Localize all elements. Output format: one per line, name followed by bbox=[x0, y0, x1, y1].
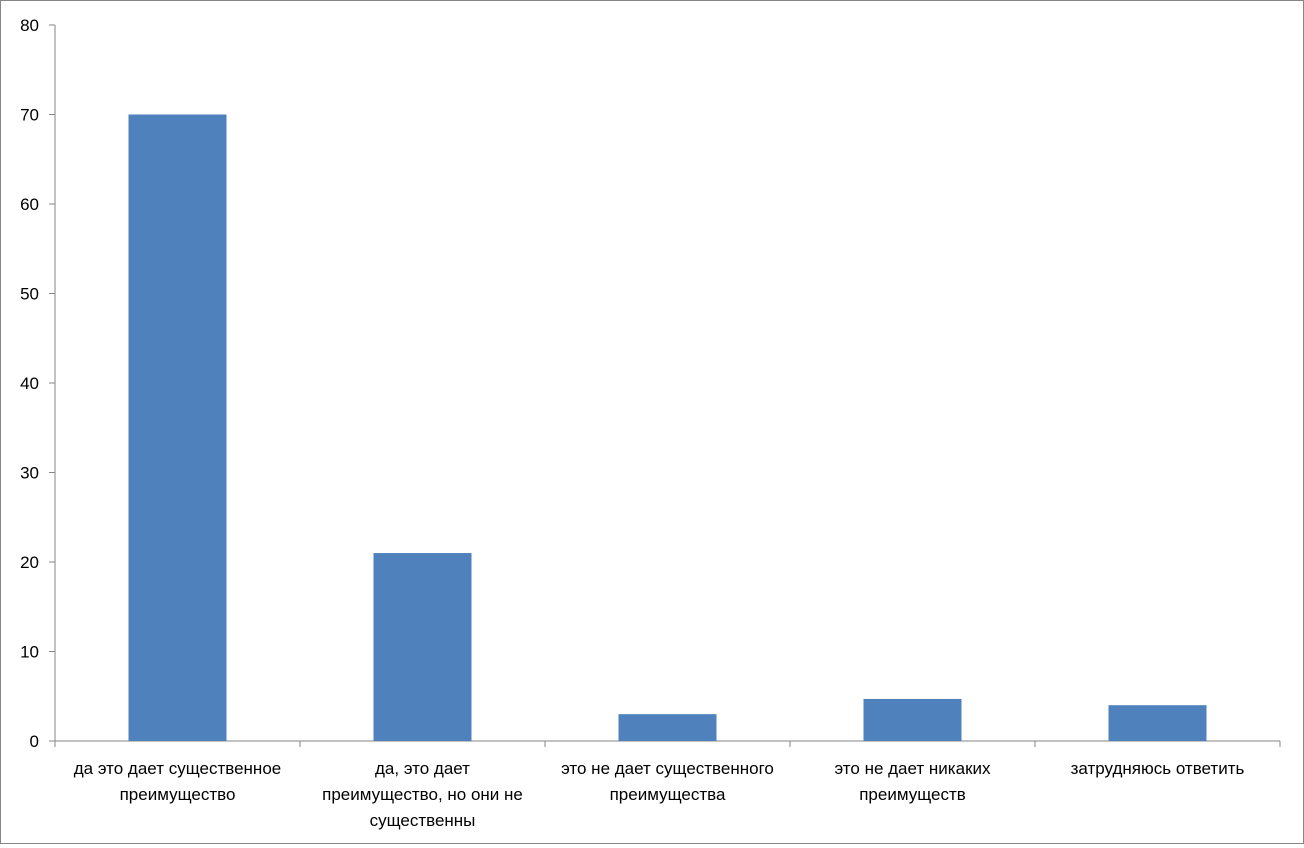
bar bbox=[618, 714, 717, 741]
x-category-label: да, это дает преимущество, но они не сущес… bbox=[322, 759, 523, 830]
bar bbox=[373, 553, 472, 741]
bar bbox=[128, 114, 227, 741]
y-tick-label: 30 bbox=[20, 464, 39, 483]
y-tick-label: 60 bbox=[20, 195, 39, 214]
y-tick-label: 80 bbox=[20, 16, 39, 35]
axes bbox=[49, 24, 1281, 747]
y-tick-labels: 0 10 20 30 40 50 60 70 80 bbox=[20, 16, 39, 751]
x-category-labels: да это дает существенное преимущество да, … bbox=[74, 759, 1245, 830]
x-category-label: это не дает никаких преимуществ bbox=[835, 759, 991, 804]
y-tick-label: 10 bbox=[20, 643, 39, 662]
x-category-label: это не дает существенного преимущества bbox=[561, 759, 774, 804]
y-tick-label: 20 bbox=[20, 553, 39, 572]
x-category-label: да это дает существенное преимущество bbox=[74, 759, 281, 804]
x-category-label: затрудняюсь ответить bbox=[1071, 759, 1245, 778]
y-tick-label: 0 bbox=[30, 732, 39, 751]
bar bbox=[1108, 705, 1207, 741]
y-tick-label: 50 bbox=[20, 285, 39, 304]
bar bbox=[863, 698, 962, 741]
y-tick-label: 70 bbox=[20, 106, 39, 125]
bars bbox=[128, 114, 1207, 741]
y-tick-label: 40 bbox=[20, 374, 39, 393]
